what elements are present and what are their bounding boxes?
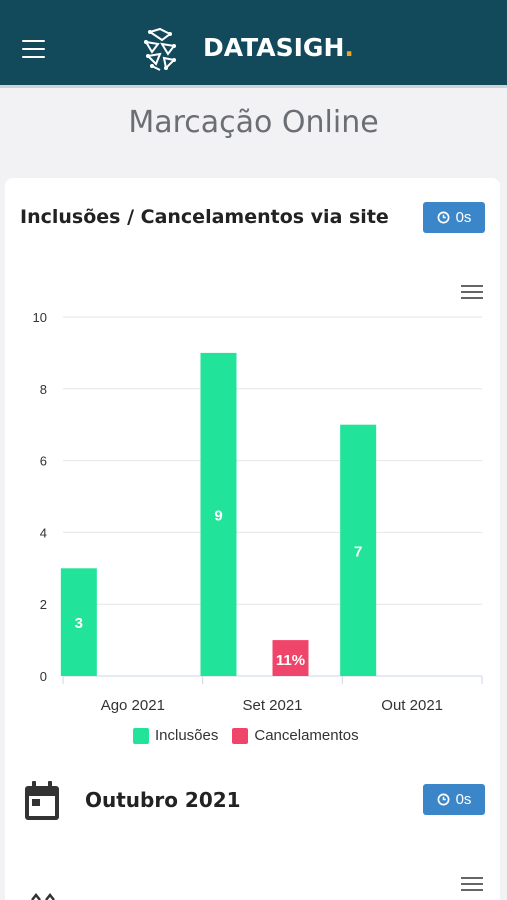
y-tick-label: 10 bbox=[33, 310, 47, 325]
y-tick-label: 4 bbox=[40, 525, 47, 540]
data-label: 3 bbox=[75, 615, 83, 632]
bar-cancelamentos[interactable] bbox=[272, 640, 309, 676]
brand-dot: . bbox=[344, 33, 354, 62]
section-title-month: Outubro 2021 bbox=[85, 788, 241, 812]
timer-label: 0s bbox=[455, 209, 472, 226]
hamburger-icon[interactable] bbox=[22, 40, 45, 58]
brand-text: DATASIGH bbox=[203, 33, 345, 62]
chart-card-title: Inclusões / Cancelamentos via site bbox=[20, 206, 389, 228]
clock-icon bbox=[437, 793, 450, 806]
chart-card bbox=[5, 178, 500, 900]
y-tick-label: 8 bbox=[40, 382, 47, 397]
bar-inclusoes[interactable] bbox=[200, 352, 237, 676]
legend-label: Cancelamentos bbox=[254, 727, 359, 744]
legend-item-cancelamentos[interactable]: Cancelamentos bbox=[232, 727, 359, 744]
legend-label: Inclusões bbox=[155, 727, 219, 744]
data-label: 9 bbox=[214, 507, 222, 524]
y-tick-label: 2 bbox=[40, 597, 47, 612]
timer-badge-2[interactable]: 0s bbox=[423, 784, 485, 815]
page-title: Marcação Online bbox=[128, 105, 379, 140]
data-label: 11% bbox=[276, 652, 305, 669]
legend-swatch-cancelamentos bbox=[232, 727, 249, 744]
legend-swatch-inclusoes bbox=[133, 727, 149, 744]
timer-label: 0s bbox=[455, 791, 472, 808]
datasigh-logo-icon bbox=[144, 27, 177, 71]
top-navbar: DATASIGH. bbox=[0, 0, 507, 85]
legend-item-inclusoes[interactable]: Inclusões bbox=[133, 727, 218, 744]
header-divider bbox=[0, 85, 507, 88]
y-tick-label: 6 bbox=[40, 454, 47, 469]
brand-name: DATASIGH. bbox=[203, 33, 354, 62]
chart-menu-icon[interactable] bbox=[461, 285, 483, 301]
x-tick-label: Ago 2021 bbox=[101, 697, 165, 714]
bar-inclusoes[interactable] bbox=[340, 424, 377, 676]
calendar-icon bbox=[25, 781, 59, 820]
x-tick-label: Out 2021 bbox=[381, 697, 443, 714]
x-tick-label: Set 2021 bbox=[242, 697, 302, 714]
y-tick-label: 0 bbox=[40, 669, 47, 684]
timer-badge[interactable]: 0s bbox=[423, 202, 485, 233]
data-label: 7 bbox=[354, 543, 362, 560]
bar-inclusoes[interactable] bbox=[60, 568, 97, 676]
chart-menu-icon-2[interactable] bbox=[461, 877, 483, 893]
clock-icon bbox=[437, 211, 450, 224]
chart-legend: Inclusões Cancelamentos bbox=[133, 727, 359, 744]
partial-chart-icon bbox=[31, 893, 55, 900]
